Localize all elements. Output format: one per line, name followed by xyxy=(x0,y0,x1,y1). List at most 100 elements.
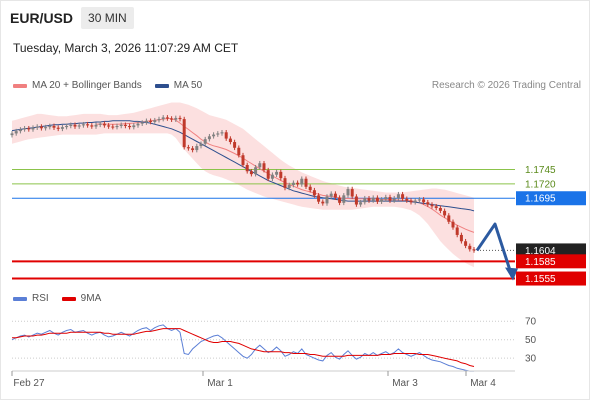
candle-body xyxy=(199,143,203,147)
x-axis: Feb 27 Mar 1 Mar 3 Mar 4 xyxy=(11,370,515,389)
candle-body xyxy=(350,189,354,197)
chart-header: EUR/USD 30 MIN xyxy=(10,7,134,29)
support-label-1.1555: 1.1555 xyxy=(525,274,556,285)
candle-body xyxy=(35,126,39,128)
symbol-title: EUR/USD xyxy=(10,10,74,26)
candle-body xyxy=(287,185,291,188)
candle-body xyxy=(401,194,405,199)
candle-body xyxy=(220,132,224,134)
candle-body xyxy=(144,120,148,123)
ma20-legend-label: MA 20 + Bollinger Bands xyxy=(32,80,142,91)
candle-body xyxy=(312,190,316,196)
pivot-label: 1.1695 xyxy=(525,194,556,205)
candle-body xyxy=(346,189,350,196)
support-label-box-1.1555 xyxy=(516,271,586,286)
candle-body xyxy=(380,199,384,202)
candle-body xyxy=(165,117,169,119)
timeframe-badge[interactable]: 30 MIN xyxy=(81,7,134,29)
rsi-panel: 70 50 30 xyxy=(11,317,537,372)
candle-body xyxy=(203,139,207,144)
rsi-tick-70: 70 xyxy=(525,317,537,328)
candle-body xyxy=(241,155,245,165)
candle-body xyxy=(107,125,111,127)
candle-body xyxy=(39,126,43,129)
candle-body xyxy=(27,128,31,130)
rsi-ma-line xyxy=(12,328,475,367)
candle-body xyxy=(426,202,430,205)
candle-body xyxy=(359,202,363,205)
candle-body xyxy=(325,196,329,204)
rsi-ma-legend-swatch xyxy=(61,296,76,301)
last-price-label: 1.1604 xyxy=(525,246,556,257)
candle-body xyxy=(338,197,342,203)
candle-body xyxy=(396,194,400,199)
candle-body xyxy=(354,196,358,205)
candle-body xyxy=(270,174,274,179)
candle-body xyxy=(178,117,182,120)
rsi-legend-swatch xyxy=(13,296,27,301)
candle-body xyxy=(333,193,337,198)
candle-body xyxy=(468,245,472,250)
forecast-arrow-layer xyxy=(475,222,518,281)
candle-body xyxy=(115,125,119,128)
candle-body xyxy=(23,128,27,130)
candle-body xyxy=(31,127,35,130)
candle-body xyxy=(195,146,199,151)
candle-body xyxy=(371,197,375,201)
support-label-1.1585: 1.1585 xyxy=(525,257,556,268)
candle-body xyxy=(342,195,346,203)
x-tick-label: Mar 3 xyxy=(392,378,418,389)
candle-body xyxy=(275,171,279,175)
resistance-label-1.1745: 1.1745 xyxy=(525,165,556,176)
candle-body xyxy=(262,163,266,171)
pivot-label-box xyxy=(516,191,586,206)
resistance-label-1.1720: 1.1720 xyxy=(525,179,556,190)
candle-body xyxy=(90,125,94,127)
candle-body xyxy=(384,197,388,200)
candle-body xyxy=(140,122,144,124)
rsi-legend: RSI 9MA xyxy=(13,293,101,304)
rsi-tick-30: 30 xyxy=(525,354,537,365)
candle-body xyxy=(464,241,468,246)
candle-body xyxy=(291,182,295,186)
candle-body xyxy=(363,198,367,203)
candle-body xyxy=(52,125,56,128)
candle-body xyxy=(65,125,69,128)
candle-body xyxy=(472,249,476,251)
candle-body xyxy=(149,120,153,122)
candle-body xyxy=(430,204,434,207)
candle-body xyxy=(77,125,81,127)
rsi-line xyxy=(11,324,474,372)
candle-body xyxy=(228,138,232,143)
last-price-box xyxy=(516,243,586,258)
bollinger-band-area xyxy=(12,102,474,268)
candle-body xyxy=(392,198,396,201)
candle-body xyxy=(132,125,136,128)
candle-body xyxy=(102,123,106,126)
rsi-tick-50: 50 xyxy=(525,335,537,346)
candle-body xyxy=(10,133,14,136)
candle-body xyxy=(258,163,262,168)
candle-body xyxy=(266,170,270,179)
timestamp: Tuesday, March 3, 2026 11:07:29 AM CET xyxy=(13,41,239,55)
forecast-arrowhead xyxy=(505,267,518,281)
candle-body xyxy=(455,227,459,235)
candle-body xyxy=(170,118,174,120)
x-tick-label: Feb 27 xyxy=(13,378,45,389)
candle-body xyxy=(14,131,18,134)
candle-body xyxy=(136,123,140,126)
candle-body xyxy=(317,195,321,202)
ma50-legend-swatch xyxy=(154,83,169,88)
candle-body xyxy=(422,199,426,203)
candle-body xyxy=(207,136,211,140)
candle-body xyxy=(300,178,304,185)
ma50-legend-label: MA 50 xyxy=(173,80,203,91)
x-tick-label: Mar 4 xyxy=(470,378,496,389)
level-lines-layer xyxy=(12,169,515,280)
candle-body xyxy=(254,167,258,175)
candle-body xyxy=(443,210,447,216)
candle-body xyxy=(413,200,417,203)
rsi-ma-legend-label: 9MA xyxy=(80,293,102,304)
